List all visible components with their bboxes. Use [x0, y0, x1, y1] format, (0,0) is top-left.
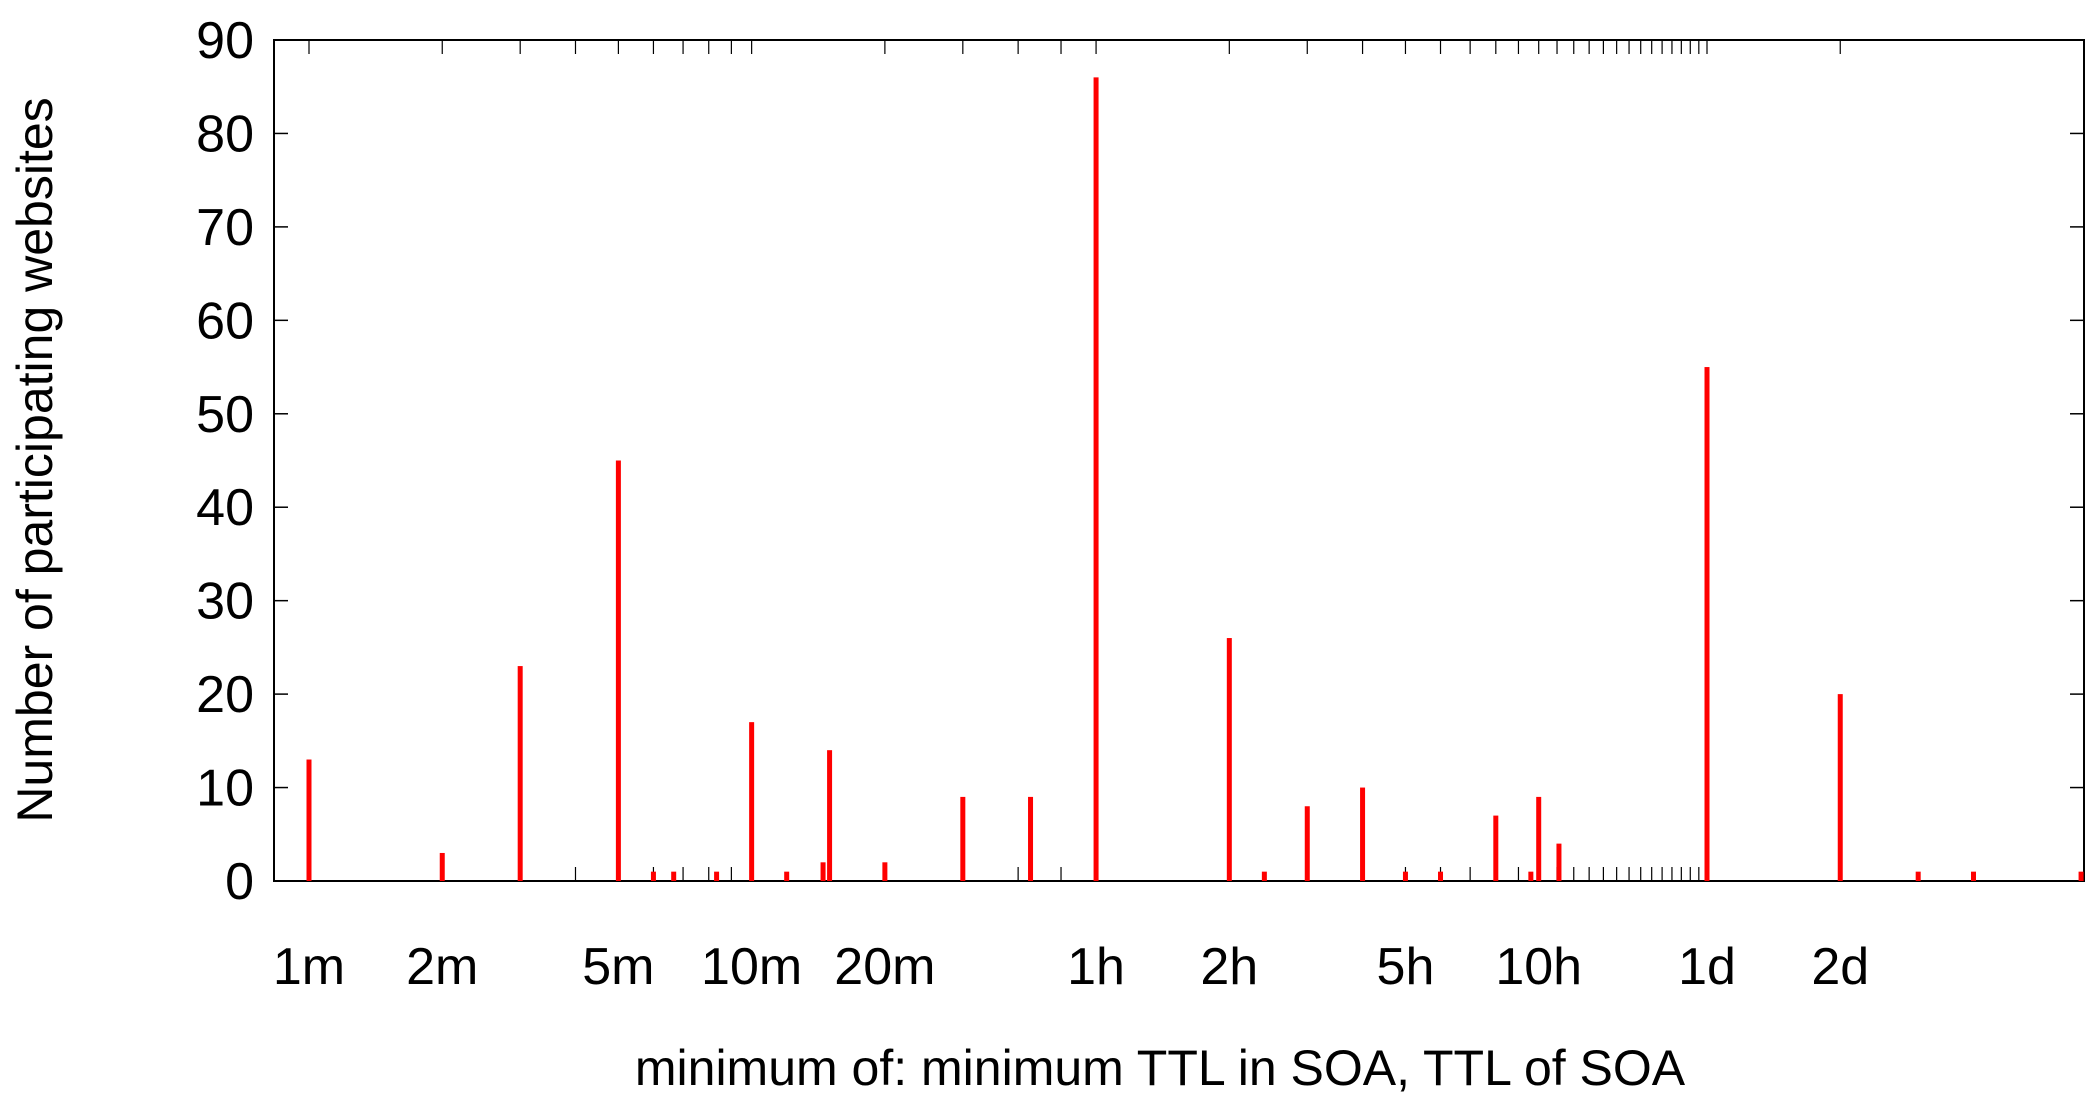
bar: [615, 460, 621, 881]
y-tick-label: 10: [196, 760, 254, 818]
x-tick-label: 1d: [1678, 938, 1736, 996]
bar: [784, 871, 790, 881]
y-tick-label: 50: [196, 386, 254, 444]
bar: [882, 862, 888, 881]
y-axis: 0 10 20 30 40 50 60 70 80 90: [196, 12, 2084, 911]
bar: [650, 871, 656, 881]
y-axis-title: Number of participating websites: [7, 97, 63, 822]
y-tick-label: 80: [196, 105, 254, 163]
x-axis: 1m 2m 5m 10m 20m 1h 2h 5h 10h 1d 2d: [273, 40, 1869, 996]
bar-series: [306, 77, 2084, 881]
y-tick-label: 60: [196, 292, 254, 350]
bar: [820, 862, 826, 881]
bar: [1704, 367, 1710, 881]
bar: [1402, 871, 1408, 881]
y-tick-label: 70: [196, 199, 254, 257]
y-tick-label: 0: [225, 853, 254, 911]
x-tick-label: 10h: [1495, 938, 1582, 996]
bar: [1261, 871, 1267, 881]
bar: [517, 666, 523, 881]
bar: [1028, 796, 1034, 881]
bar: [827, 750, 833, 881]
x-tick-label: 2m: [406, 938, 478, 996]
bar: [714, 871, 720, 881]
bar: [1304, 806, 1310, 881]
bar: [2078, 871, 2084, 881]
x-tick-label: 2h: [1200, 938, 1258, 996]
bar: [306, 759, 312, 881]
bar: [1438, 871, 1444, 881]
plot-frame: [273, 39, 2085, 882]
x-tick-label: 5m: [582, 938, 654, 996]
y-tick-label: 90: [196, 12, 254, 70]
bar: [1226, 638, 1232, 881]
bar: [749, 722, 755, 881]
y-tick-label: 40: [196, 479, 254, 537]
x-tick-label: 1m: [273, 938, 345, 996]
y-tick-label: 20: [196, 666, 254, 724]
bar: [1837, 694, 1843, 881]
x-tick-label: 1h: [1067, 938, 1125, 996]
bar: [1970, 871, 1976, 881]
bar: [1493, 815, 1499, 881]
y-tick-label: 30: [196, 573, 254, 631]
bar: [960, 796, 966, 881]
x-axis-title: minimum of: minimum TTL in SOA, TTL of S…: [635, 1040, 1686, 1096]
bar: [1528, 871, 1534, 881]
bar: [1360, 787, 1366, 881]
bar: [671, 871, 677, 881]
bar: [1536, 796, 1542, 881]
x-tick-label: 5h: [1377, 938, 1435, 996]
bar: [1915, 871, 1921, 881]
x-tick-label: 20m: [834, 938, 935, 996]
bar: [1556, 843, 1562, 881]
bar: [1093, 77, 1099, 881]
x-tick-label: 2d: [1811, 938, 1869, 996]
bar: [439, 852, 445, 881]
x-tick-label: 10m: [701, 938, 802, 996]
